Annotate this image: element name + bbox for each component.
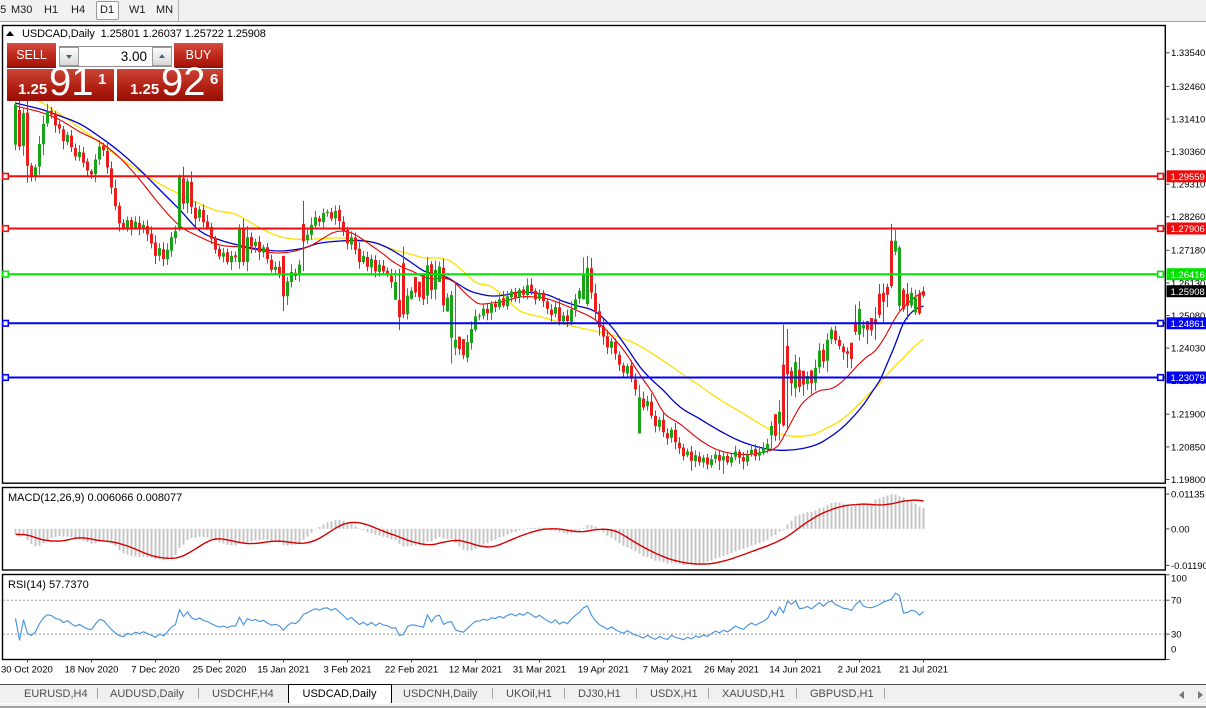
svg-text:1.24030: 1.24030 (1171, 344, 1205, 355)
svg-text:0.01135: 0.01135 (1171, 490, 1205, 501)
svg-text:14 Jun 2021: 14 Jun 2021 (769, 665, 821, 676)
svg-text:12 Mar 2021: 12 Mar 2021 (449, 665, 502, 676)
svg-text:21 Jul 2021: 21 Jul 2021 (899, 665, 948, 676)
svg-text:0: 0 (1171, 645, 1176, 656)
svg-text:30 Oct 2020: 30 Oct 2020 (1, 665, 53, 676)
svg-text:1.19800: 1.19800 (1171, 475, 1205, 486)
svg-text:1.28260: 1.28260 (1171, 212, 1205, 223)
svg-text:100: 100 (1171, 574, 1187, 585)
svg-text:70: 70 (1171, 596, 1182, 607)
svg-text:15 Jan 2021: 15 Jan 2021 (257, 665, 309, 676)
svg-text:31 Mar 2021: 31 Mar 2021 (513, 665, 566, 676)
svg-text:30: 30 (1171, 630, 1182, 641)
svg-text:19 Apr 2021: 19 Apr 2021 (578, 665, 629, 676)
svg-text:7 May 2021: 7 May 2021 (643, 665, 693, 676)
svg-text:26 May 2021: 26 May 2021 (704, 665, 759, 676)
svg-text:1.24861: 1.24861 (1171, 319, 1205, 330)
svg-text:22 Feb 2021: 22 Feb 2021 (385, 665, 438, 676)
svg-text:1.27180: 1.27180 (1171, 246, 1205, 257)
svg-text:1.29559: 1.29559 (1171, 172, 1205, 183)
svg-text:1.26130: 1.26130 (1171, 278, 1205, 289)
svg-text:1.32460: 1.32460 (1171, 82, 1205, 93)
svg-text:1.21900: 1.21900 (1171, 410, 1205, 421)
svg-text:-0.01190: -0.01190 (1171, 561, 1206, 572)
svg-text:25 Dec 2020: 25 Dec 2020 (193, 665, 247, 676)
svg-text:2 Jul 2021: 2 Jul 2021 (838, 665, 882, 676)
svg-text:1.27906: 1.27906 (1171, 224, 1205, 235)
svg-text:18 Nov 2020: 18 Nov 2020 (65, 665, 119, 676)
svg-text:1.20850: 1.20850 (1171, 442, 1205, 453)
svg-text:3 Feb 2021: 3 Feb 2021 (323, 665, 371, 676)
svg-text:1.23079: 1.23079 (1171, 373, 1205, 384)
svg-text:0.00: 0.00 (1171, 524, 1190, 535)
svg-text:1.25908: 1.25908 (1171, 287, 1205, 298)
svg-text:1.25080: 1.25080 (1171, 311, 1205, 322)
svg-text:1.29310: 1.29310 (1171, 180, 1205, 191)
svg-text:7 Dec 2020: 7 Dec 2020 (131, 665, 180, 676)
svg-text:1.30360: 1.30360 (1171, 147, 1205, 158)
svg-text:RSI(14) 57.7370: RSI(14) 57.7370 (8, 579, 89, 591)
svg-text:1.33540: 1.33540 (1171, 48, 1205, 59)
svg-text:1.26416: 1.26416 (1171, 270, 1205, 281)
svg-text:MACD(12,26,9) 0.006066 0.00807: MACD(12,26,9) 0.006066 0.008077 (8, 492, 182, 504)
svg-text:1.31410: 1.31410 (1171, 114, 1205, 125)
